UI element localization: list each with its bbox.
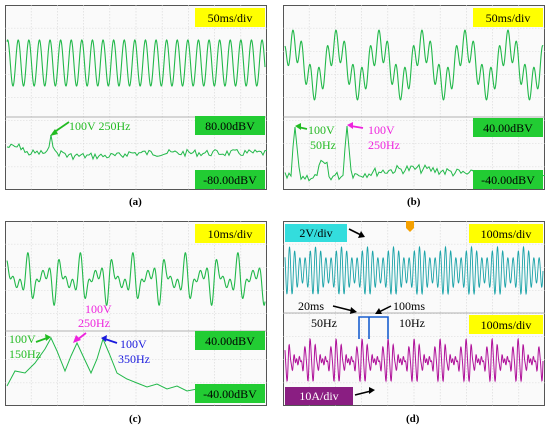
- bottom-scale-badge: [195, 116, 265, 135]
- caption-c: (c): [129, 413, 142, 425]
- bottom-offset-badge: [473, 170, 543, 189]
- top-scale-label: 10ms/div: [208, 227, 253, 241]
- freq-10hz-label: 10Hz: [399, 316, 425, 330]
- peak-annotation-250hz-amp: 100V: [368, 123, 395, 137]
- bottom-scale-badge: [469, 315, 543, 334]
- peak-arrow-250hz-head: [347, 122, 353, 129]
- time-trace: [6, 39, 266, 87]
- caption-b: (b): [407, 196, 421, 208]
- peak-annotation-250hz-freq: 250Hz: [368, 138, 400, 152]
- bottom-offset-badge: [195, 384, 265, 403]
- bottom-scale-label: 40.00dBV: [205, 334, 255, 348]
- grid: [5, 5, 267, 190]
- top-scale-label: 50ms/div: [486, 11, 531, 25]
- top-scale-badge: [195, 224, 265, 243]
- period-20ms-arrow: [332, 305, 354, 312]
- period-20ms-arrow-head: [350, 307, 357, 314]
- caption-d: (d): [406, 413, 420, 425]
- peak-annotation: 100V 250Hz: [69, 119, 130, 133]
- peak-arrow-150hz-head: [45, 334, 51, 341]
- current-trace: [284, 337, 544, 383]
- peak-annotation-150hz-freq: 150Hz: [9, 347, 41, 361]
- caption-a: (a): [129, 196, 142, 208]
- period-100ms-label: 100ms: [393, 299, 425, 313]
- top-scale-badge: [195, 8, 265, 27]
- bottom-scale-badge: [473, 118, 543, 137]
- current-scale-arrow: [354, 390, 372, 396]
- peak-annotation-350hz-amp: 100V: [120, 337, 147, 351]
- voltage-trace: [284, 245, 544, 296]
- trigger-marker: [406, 221, 414, 232]
- voltage-scale-badge: [285, 224, 347, 242]
- bottom-scale-label: 100ms/div: [481, 318, 532, 332]
- bottom-offset-label: -40.00dBV: [481, 173, 535, 187]
- bottom-offset-label: -80.00dBV: [203, 173, 257, 187]
- voltage-scale-arrow-head: [358, 231, 365, 238]
- bottom-offset-label: -40.00dBV: [203, 387, 257, 401]
- grid: [5, 221, 267, 406]
- panel-b: 50ms/div 40.00dBV -40.00dBV 100V 50Hz 10…: [283, 5, 545, 190]
- top-scale-badge: [469, 224, 543, 243]
- peak-annotation-250hz-amp: 100V: [85, 302, 112, 316]
- time-trace: [6, 251, 266, 307]
- peak-arrow-350hz: [104, 338, 118, 344]
- period-100ms-arrow-head: [375, 308, 382, 314]
- peak-annotation-50hz-freq: 50Hz: [310, 138, 336, 152]
- period-bracket: [358, 316, 389, 339]
- peak-annotation-50hz-amp: 100V: [308, 123, 335, 137]
- grid: [283, 5, 545, 190]
- voltage-scale-label: 2V/div: [299, 226, 332, 240]
- panel-c: 10ms/div 40.00dBV -40.00dBV 100V 250Hz 1…: [5, 221, 267, 406]
- top-scale-label: 100ms/div: [481, 227, 532, 241]
- period-100ms-arrow: [378, 305, 392, 313]
- bottom-scale-badge: [195, 331, 265, 350]
- peak-arrow-250hz-head: [73, 335, 81, 343]
- bottom-scale-label: 40.00dBV: [483, 121, 533, 135]
- voltage-scale-arrow: [348, 228, 362, 236]
- peak-arrow-150hz: [35, 337, 48, 343]
- top-scale-label: 50ms/div: [208, 11, 253, 25]
- bottom-offset-badge: [195, 170, 265, 189]
- time-trace: [284, 29, 544, 101]
- spectrum-trace: [6, 134, 267, 161]
- panel-d: 2V/div 100ms/div 100ms/div 20ms 100ms 50…: [283, 221, 545, 406]
- panel-a: 50ms/div 80.00dBV -80.00dBV 100V 250Hz: [5, 5, 267, 190]
- peak-annotation-250hz-freq: 250Hz: [78, 316, 110, 330]
- freq-50hz-label: 50Hz: [311, 316, 337, 330]
- peak-arrow-50hz-head: [295, 123, 301, 130]
- bottom-scale-label: 80.00dBV: [205, 119, 255, 133]
- current-scale-badge: [285, 387, 353, 405]
- top-scale-badge: [473, 8, 543, 27]
- period-20ms-label: 20ms: [298, 299, 324, 313]
- peak-annotation-150hz-amp: 100V: [9, 332, 36, 346]
- peak-annotation-350hz-freq: 350Hz: [118, 352, 150, 366]
- current-scale-arrow-head: [369, 387, 375, 394]
- current-scale-label: 10A/div: [299, 389, 338, 403]
- peak-arrow-head: [50, 129, 58, 136]
- peak-arrow-350hz-head: [101, 335, 107, 342]
